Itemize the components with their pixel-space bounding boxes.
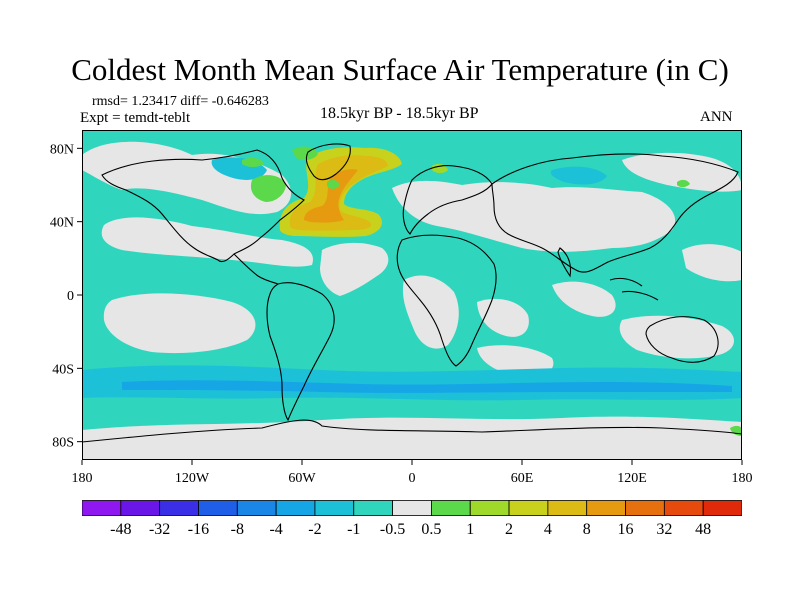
colorbar-box — [508, 500, 549, 516]
colorbar-box — [275, 500, 316, 516]
southern-ocean-cool-band — [82, 157, 742, 401]
colorbar-box — [547, 500, 588, 516]
colorbar-label: 4 — [544, 521, 552, 538]
y-tick-label: 80N — [50, 142, 74, 157]
stats-text: rmsd= 1.23417 diff= -0.646283 — [92, 94, 269, 109]
colorbar-labels: -48 -32 -16 -8 -4 -2 -1 -0.5 0.5 1 2 4 8 16 32 48 — [110, 521, 711, 538]
season-label: ANN — [700, 109, 733, 125]
colorbar-label: 48 — [695, 521, 711, 538]
temperature-map — [82, 130, 742, 460]
x-tick-label: 180 — [72, 471, 93, 486]
colorbar-label: -48 — [110, 521, 131, 538]
y-tick-label: 80S — [52, 436, 74, 451]
x-tick-label: 60W — [288, 471, 316, 486]
y-tick-label: 40S — [52, 362, 74, 377]
near-zero-regions — [82, 141, 742, 377]
colorbar-label: 32 — [656, 521, 672, 538]
colorbar-box — [469, 500, 510, 516]
latitude-axis: 80N 40N 0 40S 80S — [50, 142, 82, 451]
colorbar-box — [159, 500, 199, 516]
colorbar-box — [431, 500, 471, 516]
colorbar-box — [392, 500, 432, 516]
colorbar-box — [625, 500, 665, 516]
colorbar-box — [702, 500, 742, 516]
colorbar-box — [236, 500, 277, 516]
colorbar-boxes — [82, 500, 742, 516]
colorbar-box — [353, 500, 393, 516]
colorbar: -48 -32 -16 -8 -4 -2 -1 -0.5 0.5 1 2 4 8 16 32 48 — [82, 500, 742, 538]
colorbar-box — [82, 500, 122, 516]
colorbar-label: -1 — [347, 521, 360, 538]
x-tick-label: 120E — [617, 471, 647, 486]
period-label: 18.5kyr BP - 18.5kyr BP — [320, 105, 479, 122]
colorbar-label: 0.5 — [421, 521, 441, 538]
x-tick-label: 120W — [175, 471, 210, 486]
colorbar-label: -4 — [269, 521, 282, 538]
y-tick-label: 40N — [50, 216, 74, 231]
colorbar-box — [314, 500, 355, 516]
colorbar-label: 8 — [583, 521, 591, 538]
colorbar-label: -32 — [149, 521, 170, 538]
colorbar-label: -8 — [231, 521, 244, 538]
x-tick-label: 180 — [732, 471, 753, 486]
colorbar-label: -0.5 — [380, 521, 405, 538]
antarctic-region — [82, 416, 742, 460]
x-tick-label: 60E — [511, 471, 534, 486]
colorbar-label: 16 — [618, 521, 634, 538]
coastlines — [82, 143, 742, 443]
map-frame — [82, 130, 742, 460]
colorbar-label: 1 — [466, 521, 474, 538]
colorbar-label: -16 — [188, 521, 209, 538]
colorbar-label: 2 — [505, 521, 513, 538]
longitude-axis: 180 120W 60W 0 60E 120E 180 — [72, 460, 753, 486]
colorbar-box — [586, 500, 626, 516]
experiment-label: Expt = temdt-teblt — [80, 110, 191, 126]
colorbar-label: -2 — [308, 521, 321, 538]
colorbar-box — [120, 500, 161, 516]
x-tick-label: 0 — [409, 471, 416, 486]
colorbar-box — [663, 500, 704, 516]
colorbar-box — [198, 500, 238, 516]
map-title: Coldest Month Mean Surface Air Temperatu… — [71, 52, 729, 87]
y-tick-label: 0 — [67, 289, 74, 304]
